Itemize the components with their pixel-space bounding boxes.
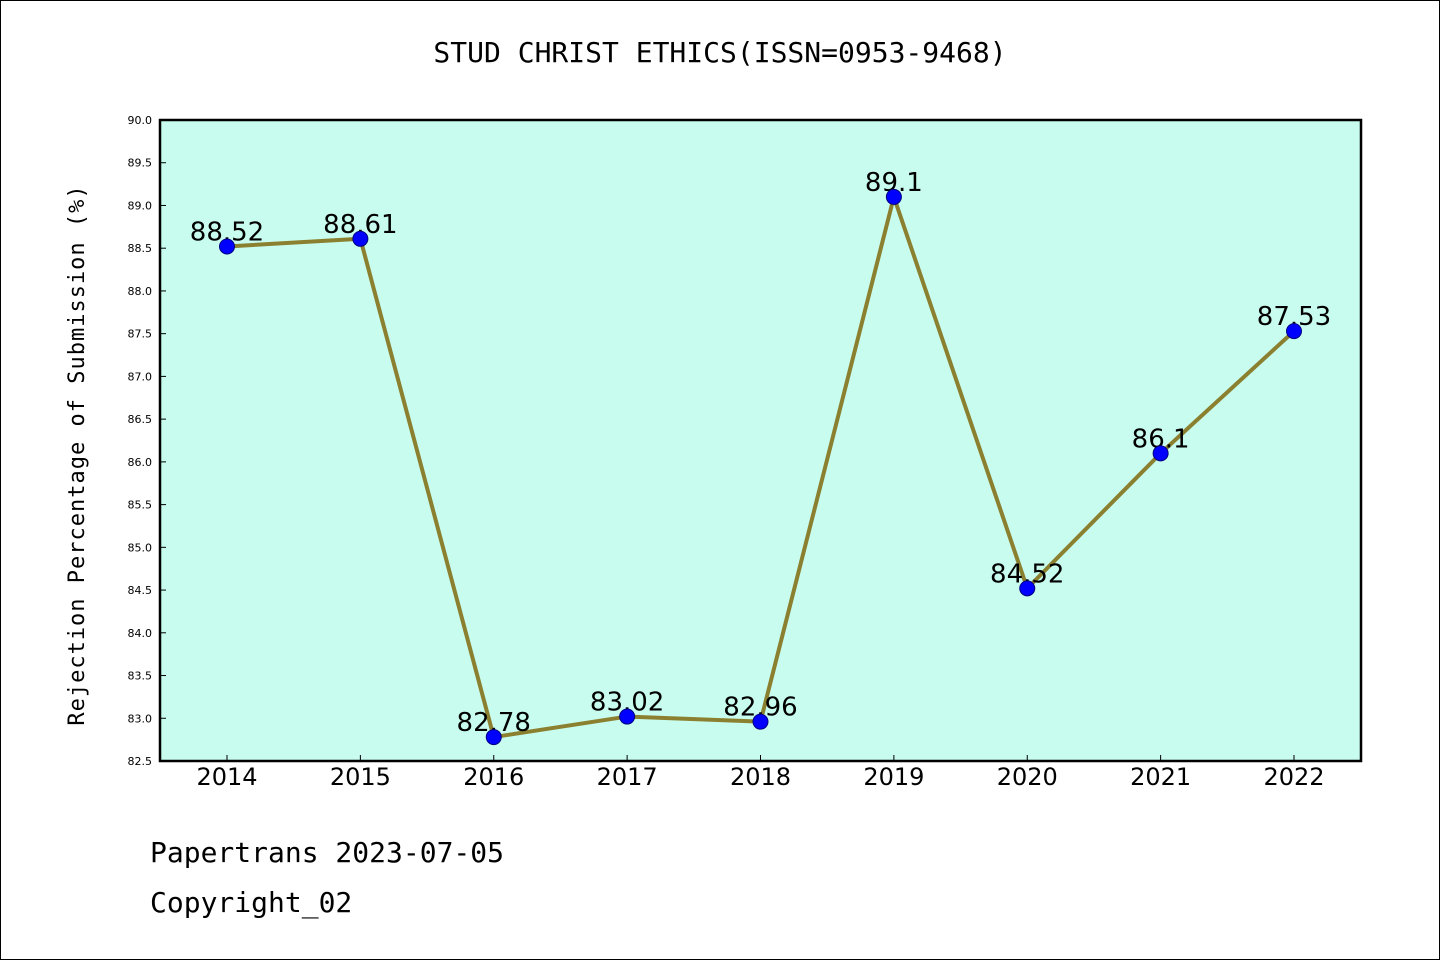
data-point [619, 708, 636, 725]
y-tick-label: 83.0 [128, 712, 153, 725]
y-tick-label: 87.5 [128, 328, 153, 341]
y-tick-label: 82.5 [128, 755, 153, 768]
y-axis-label: Rejection Percentage of Submission (%) [65, 184, 90, 725]
y-tick-label: 84.5 [128, 584, 153, 597]
chart-title: STUD CHRIST ETHICS(ISSN=0953-9468) [433, 36, 1007, 69]
y-axis-ticks: 82.5 83.0 83.5 84.0 84.5 85.0 85.5 86.0 86.5 87.0… [128, 114, 166, 768]
data-point [1286, 323, 1302, 340]
y-tick-label: 84.0 [128, 627, 153, 640]
plot-border [158, 118, 1363, 763]
x-tick-label: 2020 [997, 763, 1058, 791]
data-point [752, 713, 769, 730]
x-tick-label: 2016 [463, 763, 524, 791]
data-point [1019, 580, 1036, 597]
footer-date: Papertrans 2023-07-05 [150, 836, 505, 869]
y-tick-label: 83.5 [128, 670, 153, 683]
x-tick-label: 2021 [1130, 763, 1191, 791]
x-tick-label: 2019 [863, 763, 924, 791]
plot-area [160, 120, 1361, 761]
footer-copyright: Copyright_02 [150, 886, 353, 919]
data-point [352, 230, 369, 247]
y-tick-label: 85.5 [128, 499, 153, 512]
data-point [885, 188, 902, 205]
data-point [219, 238, 235, 255]
y-tick-label: 88.5 [128, 242, 153, 255]
y-tick-label: 87.0 [128, 370, 153, 383]
data-point [1152, 445, 1169, 462]
y-tick-label: 90.0 [128, 114, 153, 127]
x-tick-label: 2015 [330, 763, 391, 791]
x-tick-label: 2022 [1263, 763, 1324, 791]
y-tick-label: 86.5 [128, 413, 153, 426]
y-tick-label: 86.0 [128, 456, 153, 469]
y-tick-label: 89.0 [128, 199, 153, 212]
data-point [485, 729, 502, 746]
y-tick-label: 88.0 [128, 285, 153, 298]
y-tick-label: 89.5 [128, 157, 153, 170]
x-tick-label: 2017 [597, 763, 658, 791]
x-tick-label: 2014 [196, 763, 257, 791]
x-axis-ticks: 2014 2015 2016 2017 2018 2019 2020 2021 2022 [196, 755, 1325, 791]
x-tick-label: 2018 [730, 763, 791, 791]
y-tick-label: 85.0 [128, 541, 153, 554]
